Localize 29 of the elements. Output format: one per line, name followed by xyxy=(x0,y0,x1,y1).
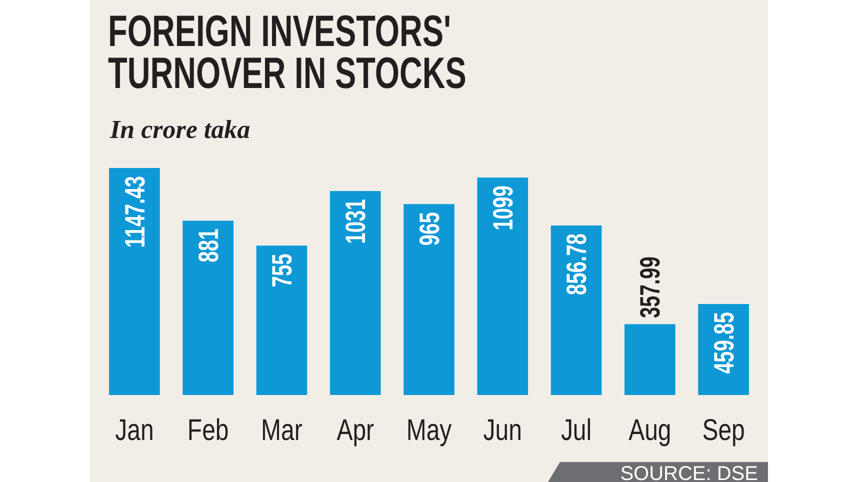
bar xyxy=(404,204,454,395)
data-label: 755 xyxy=(267,254,298,288)
bar xyxy=(550,226,602,395)
source-note: SOURCE: DSE xyxy=(620,463,758,482)
data-label: 1099 xyxy=(488,186,520,230)
bar xyxy=(182,220,234,395)
data-label: 856.78 xyxy=(562,234,593,296)
x-tick-label: Jun xyxy=(483,412,522,447)
x-tick-label: Jul xyxy=(560,412,592,447)
bar xyxy=(624,324,676,395)
chart-subtitle: In crore taka xyxy=(109,115,250,144)
data-label: 965 xyxy=(414,212,446,246)
x-tick-label: Mar xyxy=(261,412,302,447)
data-label: 881 xyxy=(194,228,225,262)
data-label: 357.99 xyxy=(636,256,667,318)
x-tick-label: Aug xyxy=(628,412,672,447)
data-label: 459.85 xyxy=(709,312,740,374)
bar xyxy=(477,178,528,395)
data-label: 1031 xyxy=(341,199,372,244)
x-tick-label: Feb xyxy=(187,412,229,447)
x-tick-label: Jan xyxy=(115,412,154,447)
bar xyxy=(330,191,381,395)
chart-title: FOREIGN INVESTORS' TURNOVER IN STOCKS xyxy=(108,6,466,98)
bar xyxy=(256,246,308,395)
x-tick-label: Apr xyxy=(336,412,374,447)
bar xyxy=(109,168,160,395)
x-tick-label: Sep xyxy=(702,412,745,447)
data-label: 1147.43 xyxy=(120,176,152,248)
x-tick-label: May xyxy=(406,412,452,447)
